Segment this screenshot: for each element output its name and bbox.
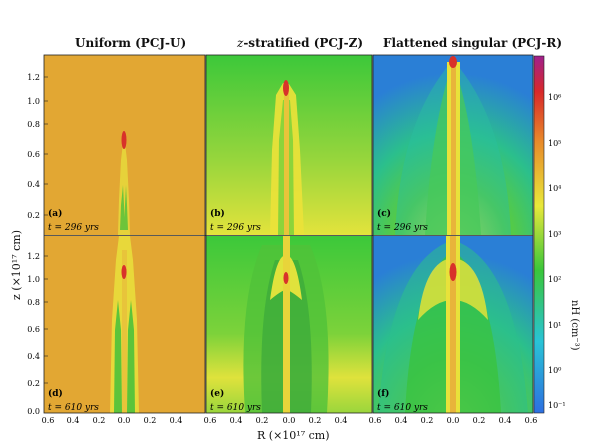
column-title-italic-part: z [237,36,244,50]
panel-time-f: t = 610 yrs [377,403,428,413]
y-axis-ticks-top: 0.2 0.4 0.6 0.8 1.0 1.2 [27,73,40,220]
panel-e-knot [283,272,289,284]
column-title-uniform: Uniform (PCJ-U) [75,36,187,50]
panel-tag-e: (e) [210,388,224,399]
panel-c [373,55,533,235]
y-tick-label: 1.2 [27,252,40,261]
x-tick-label: 0.6 [369,416,382,425]
panel-time-e: t = 610 yrs [210,403,261,413]
panel-b-bowshock [283,80,289,96]
x-axis-ticks-e: 0.6 0.4 0.2 0.0 0.2 0.4 [204,416,348,425]
y-axis-label: z (×10¹⁷ cm) [10,230,23,300]
y-axis-ticks-bottom: 0.0 0.2 0.4 0.6 0.8 1.0 1.2 [27,252,40,416]
y-tick-label: 0.6 [27,150,40,159]
y-tick-label: 0.4 [27,352,40,361]
x-tick-label: 0.4 [170,416,183,425]
y-tick-label: 1.0 [27,275,40,284]
x-tick-label: 0.0 [118,416,131,425]
x-tick-label: 0.6 [525,416,538,425]
panel-d-knot [121,265,127,279]
panel-frames [43,54,534,414]
colorbar-tick-label: 10¹ [548,321,561,330]
column-title-z-stratified: z-stratified (PCJ-Z) [237,36,363,50]
panel-b-jet [284,90,289,235]
x-tick-label: 0.4 [395,416,408,425]
panel-tag-d: (d) [48,388,63,399]
y-tick-label: 0.4 [27,180,40,189]
colorbar-tick-label: 10⁵ [548,139,561,148]
panel-a-bowshock [121,131,127,149]
x-tick-label: 0.4 [335,416,348,425]
panel-e-jet [283,236,290,413]
column-title-rest: -stratified (PCJ-Z) [243,36,364,50]
panel-tag-b: (b) [210,208,225,219]
y-tick-marks [44,76,48,384]
colorbar-tick-label: 10⁻¹ [548,401,566,410]
colorbar-gradient [533,55,545,414]
x-tick-label: 0.2 [144,416,157,425]
colorbar-tick-label: 10² [548,275,561,284]
panel-tag-a: (a) [48,208,62,219]
colorbar: 10⁶ 10⁵ 10⁴ 10³ 10² 10¹ 10⁰ 10⁻¹ [533,55,566,414]
panel-f-jet-spine [450,236,456,413]
x-axis-ticks-f: 0.6 0.4 0.2 0.0 0.2 0.4 0.6 [369,416,538,425]
panel-e [206,236,372,413]
x-tick-label: 0.2 [256,416,269,425]
x-tick-label: 0.2 [421,416,434,425]
x-tick-label: 0.6 [42,416,55,425]
x-tick-label: 0.4 [499,416,512,425]
colorbar-tick-label: 10⁶ [548,93,561,102]
panel-tag-f: (f) [377,388,389,399]
colorbar-ticks: 10⁶ 10⁵ 10⁴ 10³ 10² 10¹ 10⁰ 10⁻¹ [548,93,566,410]
panel-f [373,236,533,413]
panel-time-a: t = 296 yrs [48,223,99,233]
panel-d-core-left [114,300,122,413]
colorbar-tick-label: 10⁰ [548,366,561,375]
x-tick-label: 0.4 [67,416,80,425]
x-axis-label: R (×10¹⁷ cm) [257,429,330,442]
panel-time-c: t = 296 yrs [377,223,428,233]
y-tick-label: 1.2 [27,73,40,82]
panel-tag-c: (c) [377,208,391,219]
x-tick-label: 0.2 [93,416,106,425]
x-tick-label: 0.2 [309,416,322,425]
x-tick-label: 0.0 [283,416,296,425]
panel-b [206,55,372,235]
y-tick-label: 0.2 [27,379,40,388]
panel-c-bowshock [449,56,457,68]
panel-f-knot [449,263,457,281]
colorbar-tick-label: 10³ [548,230,561,239]
column-title-flattened-singular: Flattened singular (PCJ-R) [383,36,563,50]
y-tick-label: 0.8 [27,298,40,307]
y-tick-label: 0.6 [27,325,40,334]
panel-a-jet-core-right [124,185,128,230]
panel-d-jet-spine [122,250,127,413]
x-tick-label: 0.4 [230,416,243,425]
x-axis-ticks-d: 0.6 0.4 0.2 0.0 0.2 0.4 [42,416,183,425]
panel-d-core-right [127,300,135,413]
x-tick-label: 0.2 [473,416,486,425]
y-tick-label: 0.8 [27,120,40,129]
colorbar-tick-label: 10⁴ [548,184,561,193]
x-tick-label: 0.0 [447,416,460,425]
y-tick-label: 0.0 [27,407,40,416]
panel-time-d: t = 610 yrs [48,403,99,413]
panel-d [44,236,205,413]
panel-a [44,55,205,235]
x-tick-label: 0.6 [204,416,217,425]
panel-a-jet-core-left [120,185,125,230]
colorbar-label: nH (cm⁻³) [569,300,580,351]
panel-c-jet-spine [451,62,456,235]
panel-labels: (a) t = 296 yrs (b) t = 296 yrs (c) t = … [48,208,428,413]
y-tick-label: 0.2 [27,211,40,220]
panel-time-b: t = 296 yrs [210,223,261,233]
y-tick-label: 1.0 [27,97,40,106]
